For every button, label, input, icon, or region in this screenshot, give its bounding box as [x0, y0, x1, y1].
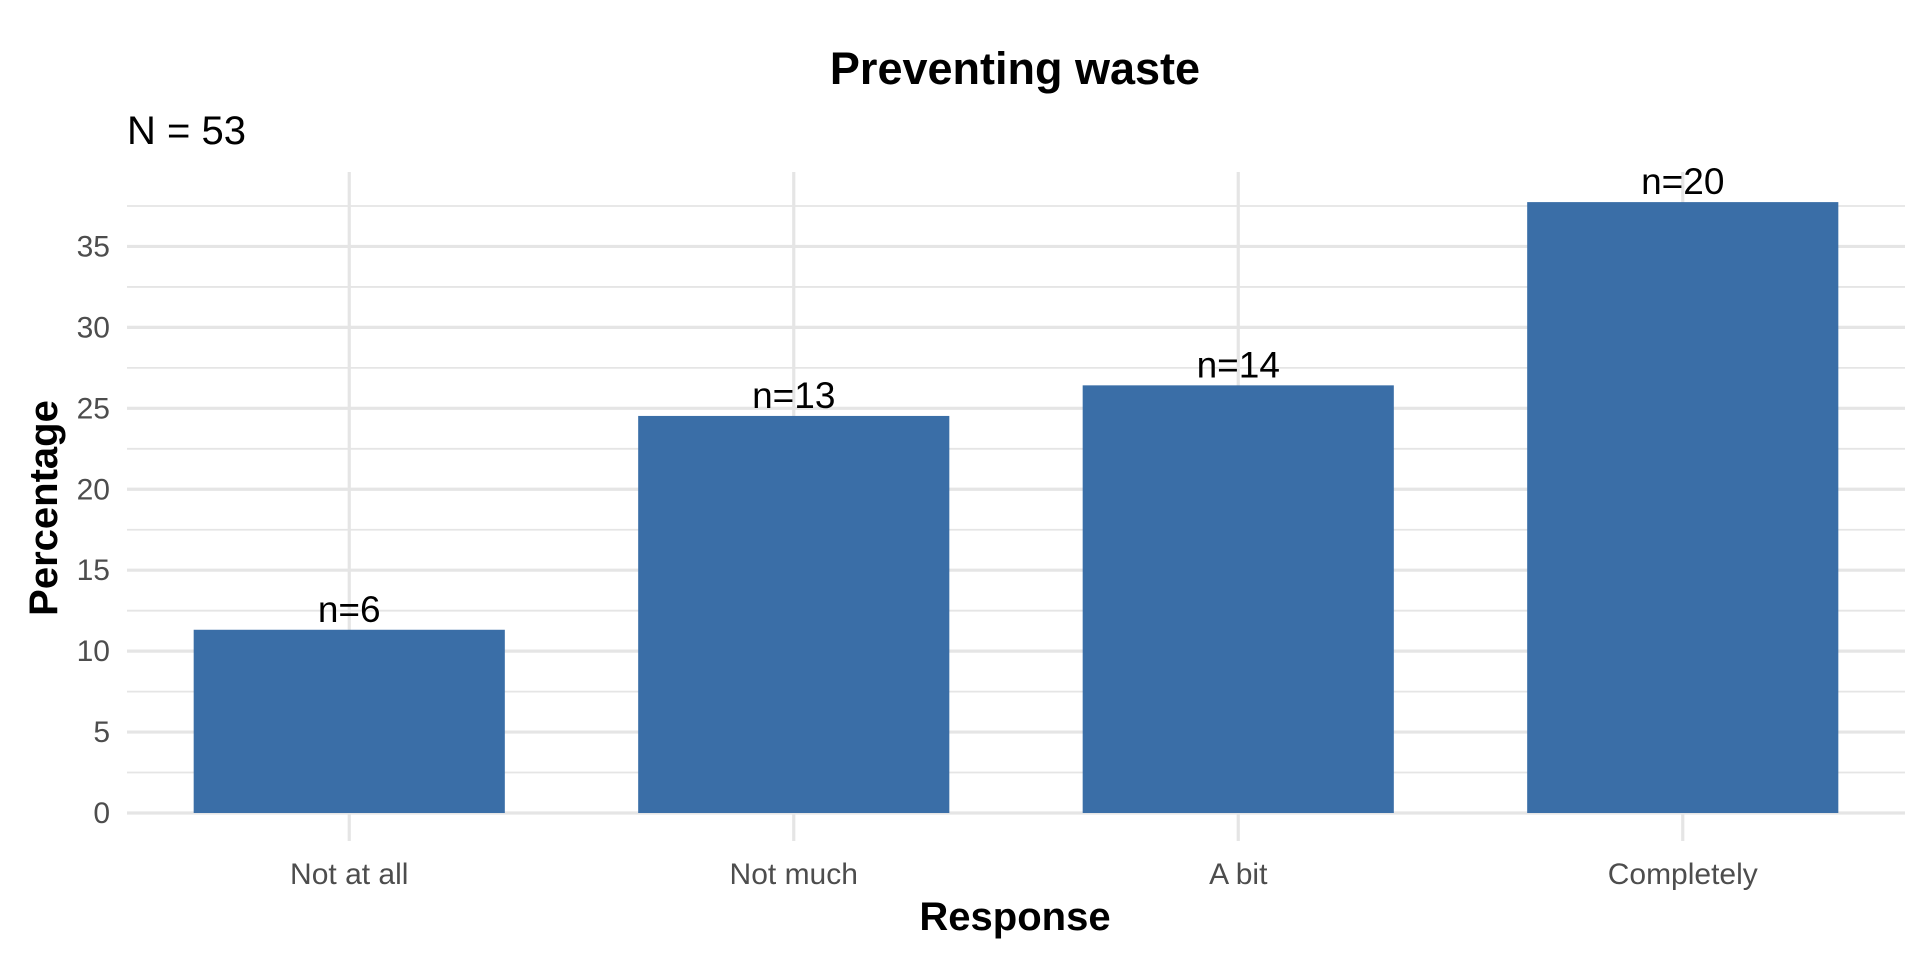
bar-data-label: n=14	[1197, 344, 1280, 385]
y-tick-label: 5	[93, 716, 110, 749]
y-axis-title: Percentage	[22, 400, 66, 616]
bar-labels: n=6 n=13 n=14 n=20	[318, 161, 1725, 630]
bars	[193, 202, 1839, 814]
y-tick-label: 15	[77, 554, 110, 587]
y-tick-label: 20	[77, 473, 110, 506]
bar-data-label: n=6	[318, 589, 381, 630]
x-axis-title: Response	[919, 895, 1110, 939]
y-tick-label: 35	[77, 230, 110, 263]
y-tick-label: 10	[77, 635, 110, 668]
y-tick-label: 30	[77, 311, 110, 344]
bar-data-label: n=20	[1641, 161, 1724, 202]
bar	[1082, 385, 1394, 813]
x-tick-label: Not much	[730, 858, 858, 891]
x-tick-label: A bit	[1209, 858, 1268, 891]
chart-title: Preventing waste	[830, 43, 1200, 94]
x-tick-label: Completely	[1608, 858, 1758, 891]
bar	[193, 629, 505, 813]
x-axis-ticks: Not at all Not much A bit Completely	[290, 858, 1758, 891]
y-axis-ticks: 0 5 10 15 20 25 30 35	[77, 230, 110, 830]
y-tick-label: 25	[77, 392, 110, 425]
y-tick-label: 0	[93, 797, 110, 830]
bar	[638, 415, 950, 813]
chart-subtitle: N = 53	[127, 109, 246, 153]
bar-data-label: n=13	[752, 375, 835, 416]
x-tick-label: Not at all	[290, 858, 408, 891]
bar	[1527, 202, 1839, 814]
